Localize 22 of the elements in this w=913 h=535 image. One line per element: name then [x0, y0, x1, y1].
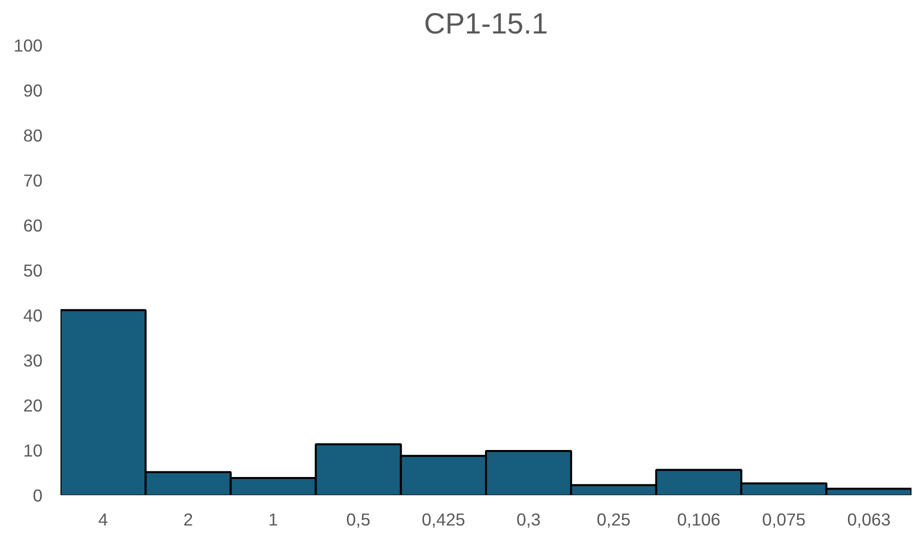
x-tick-label: 0,063 — [847, 510, 891, 530]
x-tick-label: 1 — [268, 510, 278, 530]
x-tick-label: 0,075 — [762, 510, 806, 530]
y-tick-label: 100 — [14, 36, 43, 56]
x-tick-label: 0,106 — [677, 510, 720, 530]
y-tick-label: 30 — [23, 350, 43, 370]
y-tick-label: 50 — [23, 260, 43, 280]
x-tick-label: 0,3 — [516, 510, 541, 530]
y-tick-label: 90 — [23, 80, 43, 100]
x-tick-label: 4 — [98, 510, 108, 530]
chart-title: CP1-15.1 — [424, 8, 548, 40]
y-tick-label: 0 — [32, 486, 43, 506]
y-tick-label: 60 — [23, 216, 43, 236]
x-tick-label: 0,25 — [596, 510, 631, 530]
y-tick-label: 70 — [23, 170, 43, 190]
x-tick-label: 2 — [183, 510, 193, 530]
y-tick-label: 80 — [23, 126, 43, 146]
x-tick-label: 0,425 — [422, 510, 466, 530]
y-tick-label: 40 — [23, 306, 43, 326]
x-tick-label: 0,5 — [346, 510, 370, 530]
y-tick-label: 20 — [23, 396, 43, 416]
y-tick-label: 10 — [23, 440, 43, 460]
